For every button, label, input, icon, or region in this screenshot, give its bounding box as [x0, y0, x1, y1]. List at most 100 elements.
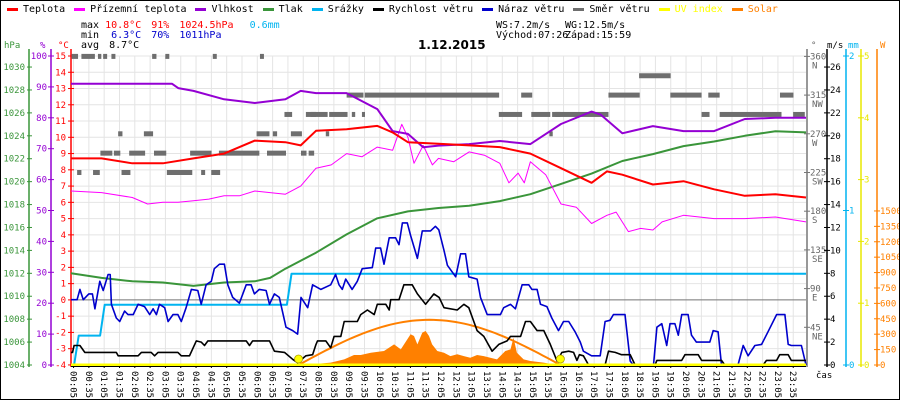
x-tick-label: 21:35	[726, 371, 736, 398]
humidity-tick-label: 0	[42, 361, 47, 371]
temperature-tick-label: 5	[61, 215, 66, 225]
wind-direction-mark	[201, 170, 206, 175]
legend-label: Náraz větru	[498, 4, 565, 15]
x-tick-label: 08:35	[328, 371, 338, 398]
x-tick-label: 22:35	[757, 371, 767, 398]
wind-direction-mark	[793, 111, 805, 117]
uv-tick-label: 5	[864, 52, 869, 62]
wind-direction-mark	[118, 131, 123, 137]
temperature-tick-label: 0	[61, 296, 66, 306]
pressure-tick-label: 1008	[3, 315, 25, 325]
x-tick-label: 12:35	[450, 371, 460, 398]
direction-tick-label: 225	[810, 169, 826, 179]
wind-direction-mark	[93, 170, 100, 175]
legend-item-4: Srážky	[311, 4, 364, 15]
direction-name-label: S	[812, 216, 817, 226]
wind-speed-tick-label: 22	[830, 109, 841, 119]
legend-item-7: Směr větru	[573, 4, 650, 15]
direction-name-label: E	[812, 294, 817, 304]
wind-direction-mark	[325, 131, 330, 137]
x-tick-label: 04:05	[190, 371, 200, 398]
solar-tick-label: 0	[880, 361, 885, 371]
wind-direction-mark	[211, 170, 221, 175]
wind-direction-mark	[218, 150, 260, 156]
wind-direction-mark	[701, 111, 710, 117]
solar-tick-label: 1050	[880, 253, 900, 263]
wind-direction-mark	[121, 170, 131, 175]
wind-speed-tick-label: 24	[830, 86, 841, 96]
wind-direction-mark	[77, 170, 82, 175]
x-tick-label: 11:05	[404, 371, 414, 398]
x-tick-label: 03:05	[159, 371, 169, 398]
wind-speed-tick-label: 0	[830, 361, 835, 371]
wind-direction-mark	[153, 150, 167, 156]
x-tick-label: 02:35	[144, 371, 154, 398]
wind-direction-mark	[308, 150, 315, 156]
wind-gust-line	[71, 222, 807, 366]
legend-label: Směr větru	[589, 4, 650, 15]
wind-direction-mark	[361, 111, 365, 117]
temperature-tick-label: 7	[61, 182, 66, 192]
max-rain: 0.6mm	[249, 20, 280, 31]
legend-swatch	[74, 8, 86, 11]
humidity-unit: %	[40, 41, 46, 51]
max-temp: 10.8°C	[105, 20, 142, 31]
stats-min-row: min 6.3°C 70% 1011hPa	[81, 30, 221, 41]
solar-tick-label: 1350	[880, 222, 900, 232]
humidity-line	[71, 82, 806, 149]
x-tick-label: 04:35	[205, 371, 215, 398]
pressure-tick-label: 1010	[3, 292, 25, 302]
wind-direction-mark	[256, 131, 270, 137]
wind-direction-mark	[555, 111, 609, 117]
avg-temp: 8.7°C	[109, 40, 140, 51]
solar-tick-label: 750	[880, 284, 896, 294]
legend-swatch	[731, 8, 743, 11]
wind-speed-tick-label: 2	[830, 338, 835, 348]
wind-direction-mark	[531, 111, 551, 117]
x-tick-label: 01:35	[113, 371, 123, 398]
x-tick-label: 05:35	[236, 371, 246, 398]
wind-speed-tick-label: 20	[830, 132, 841, 142]
legend-swatch	[482, 8, 494, 11]
wind-direction-mark	[113, 150, 121, 156]
temperature-tick-label: 2	[61, 263, 66, 273]
humidity-tick-label: 20	[36, 299, 47, 309]
pressure-tick-label: 1026	[3, 109, 25, 119]
x-tick-label: 09:05	[343, 371, 353, 398]
x-tick-label: 16:35	[573, 371, 583, 398]
wind-direction-mark	[212, 53, 217, 59]
wind-direction-mark	[639, 73, 671, 79]
wind-direction-mark	[190, 150, 212, 156]
x-tick-label: 23:35	[787, 371, 797, 398]
pressure-tick-label: 1028	[3, 86, 25, 96]
temperature-tick-label: 1	[61, 280, 66, 290]
wind-direction-mark	[267, 150, 286, 156]
direction-tick-label: 90	[810, 285, 821, 295]
x-tick-label: 23:05	[772, 371, 782, 398]
direction-unit: °	[811, 41, 816, 51]
x-tick-label: 19:35	[665, 371, 675, 398]
pressure-line	[70, 130, 807, 287]
legend-label: Srážky	[327, 4, 364, 15]
wind-direction-mark	[81, 53, 95, 59]
direction-name-label: NE	[812, 332, 823, 342]
x-tick-label: 13:05	[466, 371, 476, 398]
wind-speed-unit: m/s	[827, 41, 843, 51]
humidity-tick-label: 80	[36, 114, 47, 124]
direction-tick-label: 270	[810, 130, 826, 140]
x-tick-label: 10:05	[374, 371, 384, 398]
x-tick-label: 14:35	[512, 371, 522, 398]
stats-max-row: max 10.8°C 91% 1024.5hPa 0.6mm	[81, 20, 280, 31]
rain-tick-label: 0	[849, 361, 854, 371]
temperature-tick-label: -4	[55, 361, 66, 371]
wind-direction-mark	[284, 111, 293, 117]
x-tick-label: 06:35	[267, 371, 277, 398]
temperature-tick-label: 15	[55, 52, 66, 62]
x-tick-label: 03:35	[175, 371, 185, 398]
x-tick-label: 15:35	[542, 371, 552, 398]
x-tick-label: 07:05	[282, 371, 292, 398]
wind-direction-mark	[100, 150, 113, 156]
legend-item-8: UV index	[658, 4, 723, 15]
